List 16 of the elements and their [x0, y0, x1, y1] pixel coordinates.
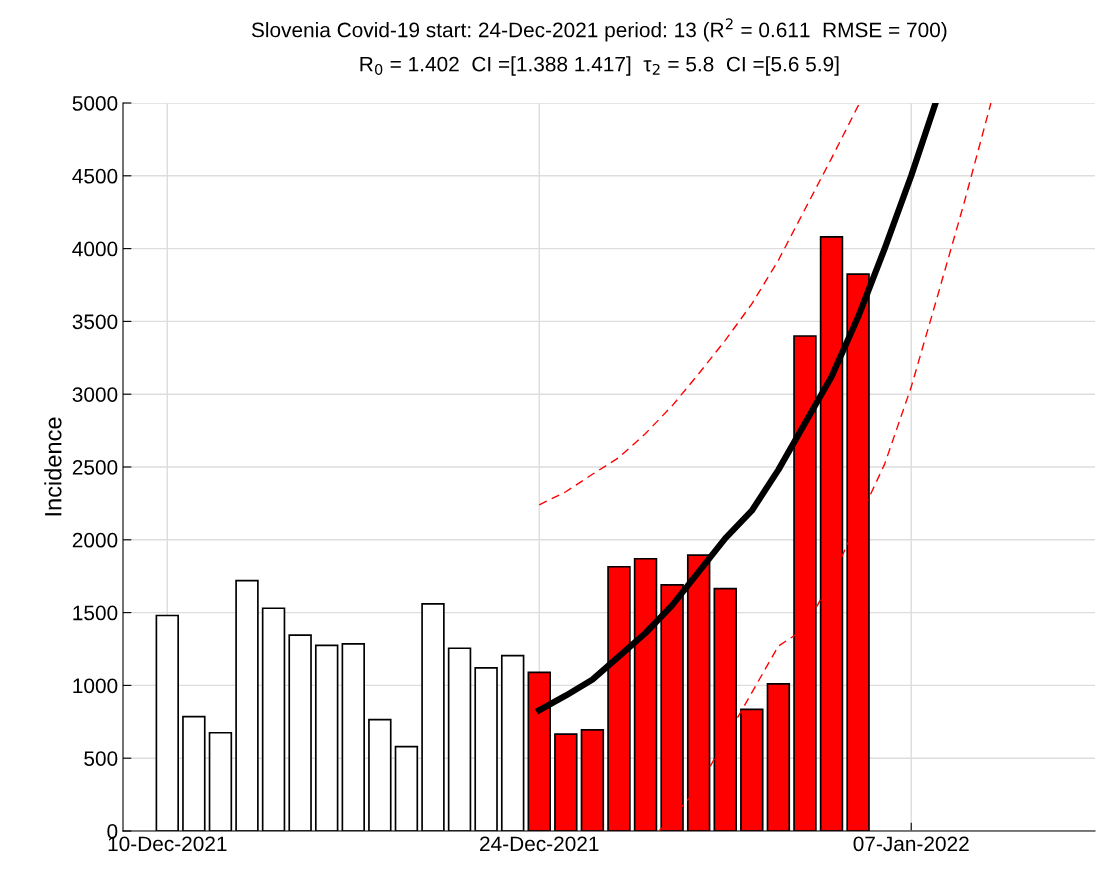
x-tick-label: 24-Dec-2021 — [480, 836, 599, 852]
line-series — [658, 103, 992, 831]
x-tick-label: 07-Jan-2022 — [853, 836, 969, 852]
y-tick-label: 4500 — [72, 168, 118, 184]
y-tick-label: 4000 — [72, 241, 118, 257]
y-tick-label: 3500 — [72, 314, 118, 330]
y-axis-title: Incidence — [44, 417, 62, 516]
y-tick-label: 2000 — [72, 532, 118, 548]
y-tick-label: 5000 — [72, 96, 118, 111]
chart-subtitle: R$_{0}$ = 1.402 CI =[1.388 1.417] τ$_{2}$ = 5.8 CI =[5.6 5.9] — [360, 56, 839, 76]
y-tick-label: 3000 — [72, 387, 118, 402]
y-tick-label: 2500 — [72, 460, 118, 475]
chart-title: Slovenia Covid-19 start: 24-Dec-2021 period: 13 (R$^{2}$ = 0.611 RMSE = 700) — [251, 18, 947, 42]
y-tick-label: 1500 — [73, 605, 118, 621]
y-tick-label: 500 — [84, 751, 118, 766]
y-tick-label: 1000 — [73, 678, 118, 694]
